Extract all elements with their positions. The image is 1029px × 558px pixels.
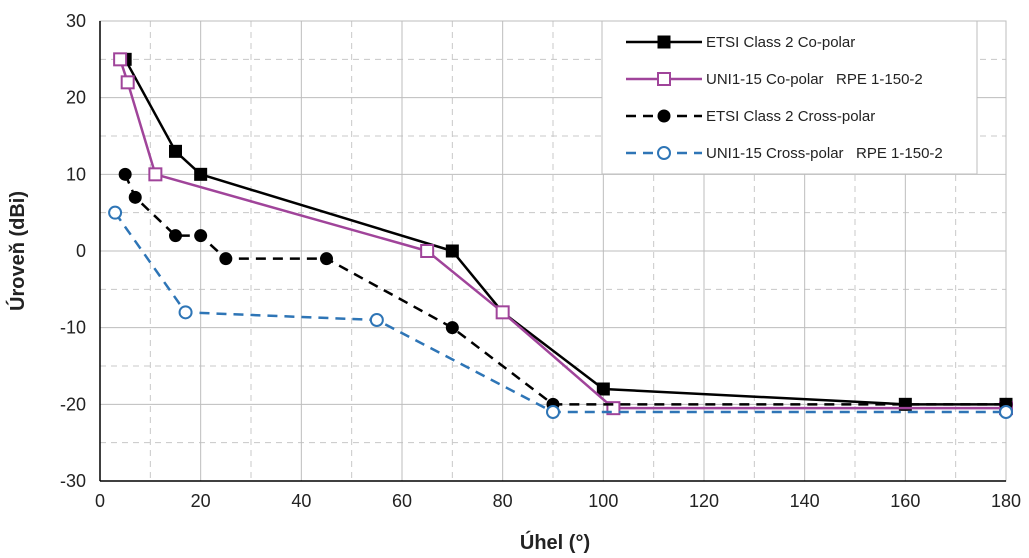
legend-item: ETSI Class 2 Cross-polar xyxy=(626,108,875,125)
legend-item: UNI1-15 Co-polar RPE 1-150-2 xyxy=(626,71,923,88)
y-tick-label: -20 xyxy=(60,394,86,414)
data-point xyxy=(108,205,123,220)
series-line xyxy=(114,211,1006,414)
y-tick-label: -30 xyxy=(60,471,86,491)
x-tick-label: 160 xyxy=(890,491,920,511)
data-point xyxy=(495,305,510,320)
data-point xyxy=(546,405,560,419)
x-tick-label: 40 xyxy=(291,491,311,511)
x-tick-labels: 0 20 40 60 80 100 120 140 160 180 xyxy=(95,491,1021,511)
x-tick-label: 20 xyxy=(191,491,211,511)
series-layer xyxy=(108,52,1013,419)
data-point xyxy=(445,321,459,335)
y-tick-label: 30 xyxy=(66,11,86,31)
data-point xyxy=(169,144,182,158)
data-point xyxy=(113,52,128,67)
data-point xyxy=(420,244,435,258)
legend-item: UNI1-15 Cross-polar RPE 1-150-2 xyxy=(626,145,943,162)
legend-marker xyxy=(657,35,671,49)
y-tick-label: 0 xyxy=(76,241,86,261)
x-tick-label: 80 xyxy=(493,491,513,511)
data-point xyxy=(120,75,135,90)
plot-frame xyxy=(99,20,1007,482)
legend-label: UNI1-15 Cross-polar RPE 1-150-2 xyxy=(706,145,943,162)
data-point xyxy=(999,405,1013,419)
y-axis-title: Úroveň (dBi) xyxy=(5,191,29,311)
data-point xyxy=(445,244,459,258)
legend-label: ETSI Class 2 Co-polar xyxy=(706,34,855,51)
x-tick-label: 180 xyxy=(991,491,1021,511)
x-tick-label: 140 xyxy=(790,491,820,511)
data-point xyxy=(596,382,610,396)
legend: ETSI Class 2 Co-polar UNI1-15 Co-polar RP… xyxy=(601,20,978,175)
data-point xyxy=(178,305,193,320)
data-point xyxy=(219,252,233,266)
data-point xyxy=(169,229,182,243)
legend-label: UNI1-15 Co-polar RPE 1-150-2 xyxy=(706,71,923,88)
series-2 xyxy=(113,52,1013,416)
legend-marker xyxy=(657,72,671,86)
series-4 xyxy=(108,205,1013,419)
legend-item: ETSI Class 2 Co-polar xyxy=(626,34,855,51)
data-point xyxy=(118,167,132,181)
data-point xyxy=(194,229,208,243)
y-tick-label: 20 xyxy=(66,88,86,108)
x-axis-title: Úhel (°) xyxy=(520,530,590,554)
legend-marker xyxy=(657,109,671,123)
data-point xyxy=(194,167,208,181)
x-tick-label: 100 xyxy=(588,491,618,511)
data-point xyxy=(128,190,142,204)
y-tick-label: 10 xyxy=(66,164,86,184)
legend-label: ETSI Class 2 Cross-polar xyxy=(706,108,875,125)
data-point xyxy=(148,167,163,182)
x-tick-label: 0 xyxy=(95,491,105,511)
x-tick-label: 120 xyxy=(689,491,719,511)
legend-marker xyxy=(657,146,671,160)
data-point xyxy=(369,313,384,327)
x-tick-label: 60 xyxy=(392,491,412,511)
y-tick-labels: 30 20 10 0 -10 -20 -30 xyxy=(60,11,86,491)
data-point xyxy=(320,252,333,266)
y-tick-label: -10 xyxy=(60,318,86,338)
